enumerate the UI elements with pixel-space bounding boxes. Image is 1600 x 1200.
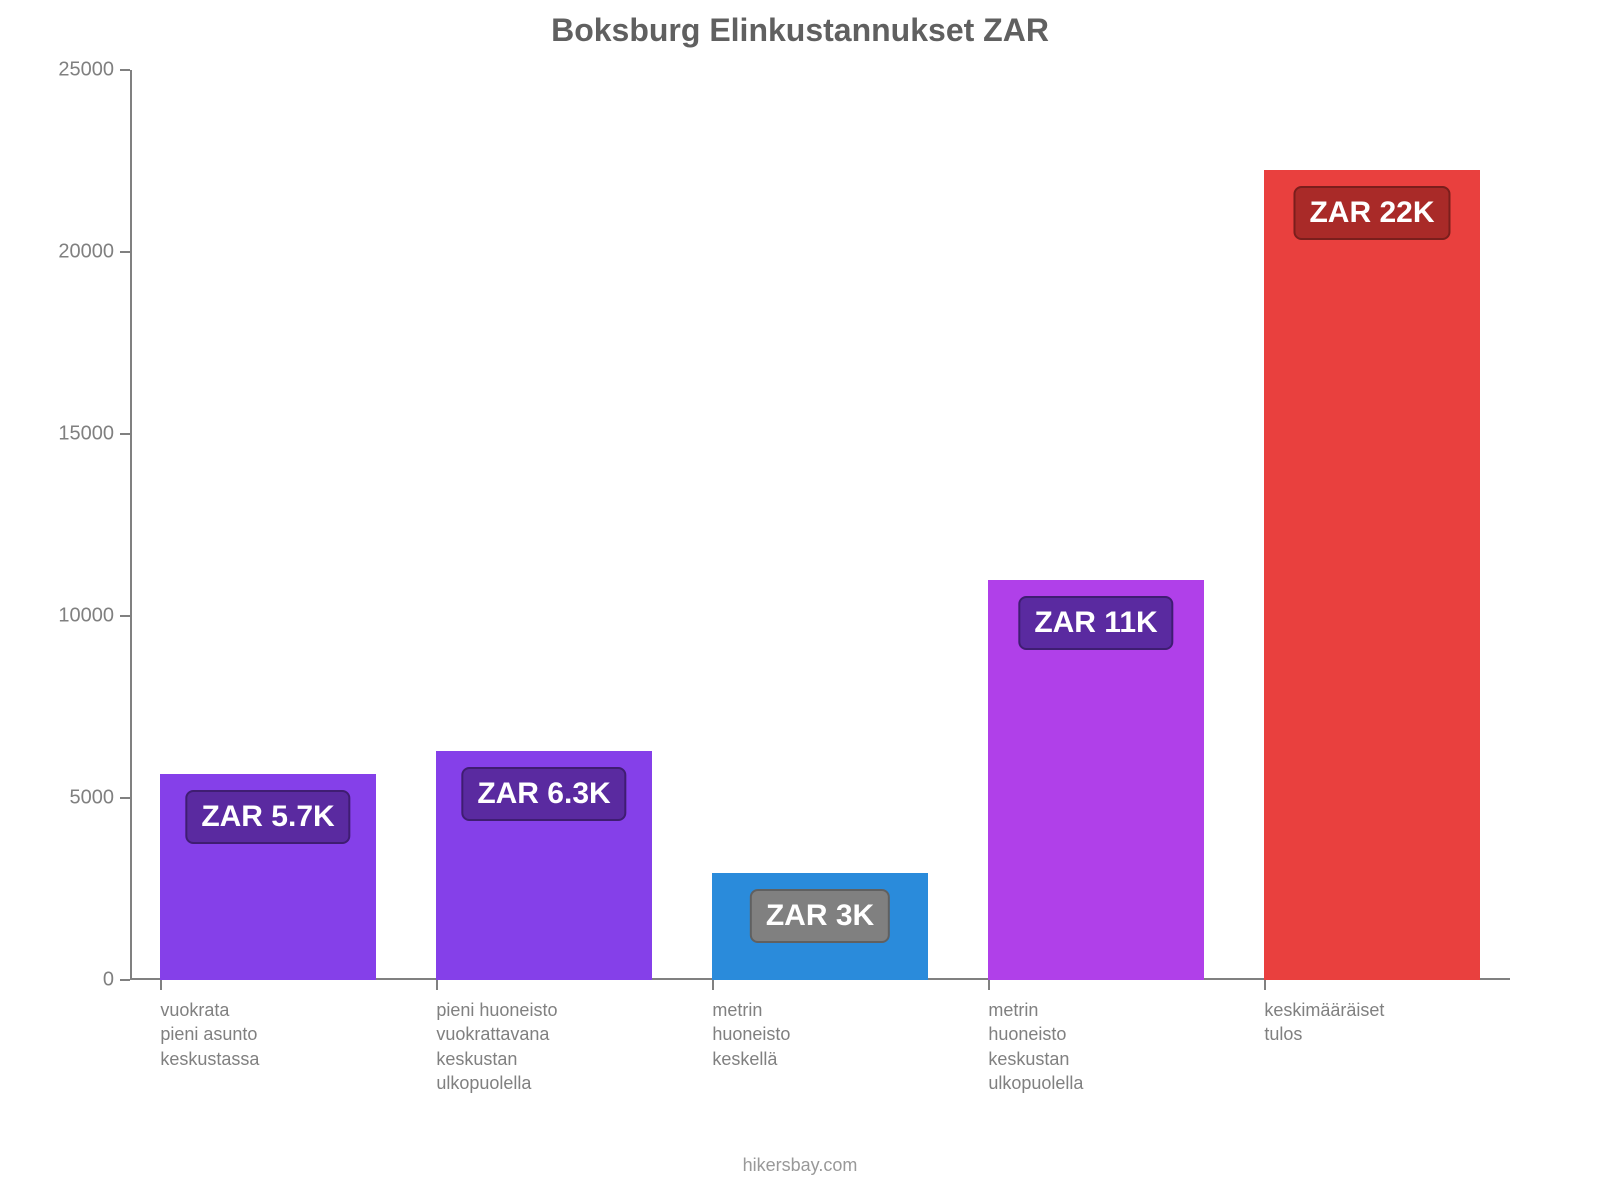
x-tick-mark	[160, 980, 162, 990]
bar-value-label: ZAR 5.7K	[185, 790, 350, 844]
x-category-label: keskimääräiset tulos	[1264, 998, 1384, 1047]
x-category-label: metrin huoneisto keskellä	[712, 998, 790, 1071]
source-attribution: hikersbay.com	[0, 1155, 1600, 1176]
y-tick-mark	[120, 797, 130, 799]
bar-value-label: ZAR 22K	[1293, 186, 1450, 240]
x-tick-mark	[712, 980, 714, 990]
y-tick-mark	[120, 69, 130, 71]
y-tick-label: 0	[103, 969, 114, 992]
y-tick-mark	[120, 979, 130, 981]
x-tick-mark	[988, 980, 990, 990]
y-tick-label: 25000	[58, 59, 114, 82]
y-tick-label: 10000	[58, 605, 114, 628]
plot-area: 0500010000150002000025000ZAR 5.7Kvuokrat…	[130, 70, 1510, 980]
bar	[1264, 170, 1479, 980]
y-axis-line	[130, 70, 132, 980]
x-category-label: vuokrata pieni asunto keskustassa	[160, 998, 259, 1071]
x-tick-mark	[1264, 980, 1266, 990]
x-tick-mark	[436, 980, 438, 990]
y-tick-mark	[120, 615, 130, 617]
y-tick-mark	[120, 433, 130, 435]
y-tick-label: 15000	[58, 423, 114, 446]
y-tick-label: 5000	[70, 787, 115, 810]
bar-value-label: ZAR 11K	[1018, 596, 1173, 650]
bar-value-label: ZAR 6.3K	[461, 767, 626, 821]
y-tick-mark	[120, 251, 130, 253]
y-tick-label: 20000	[58, 241, 114, 264]
x-category-label: pieni huoneisto vuokrattavana keskustan …	[436, 998, 557, 1095]
chart-container: Boksburg Elinkustannukset ZAR 0500010000…	[0, 0, 1600, 1200]
bar-value-label: ZAR 3K	[750, 889, 890, 943]
chart-title: Boksburg Elinkustannukset ZAR	[0, 12, 1600, 49]
x-category-label: metrin huoneisto keskustan ulkopuolella	[988, 998, 1083, 1095]
